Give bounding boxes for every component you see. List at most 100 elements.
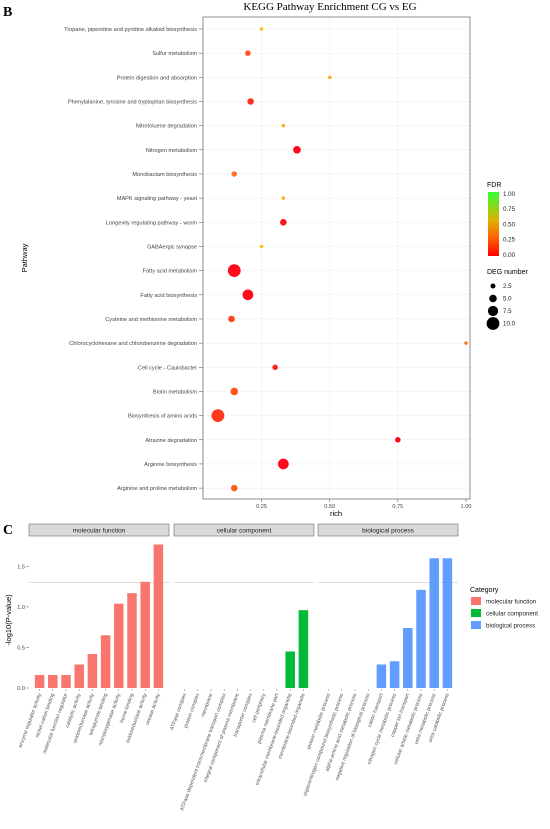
bar	[376, 664, 387, 688]
fdr-color-bar	[488, 192, 499, 256]
enrichment-points	[211, 27, 468, 492]
bar	[140, 581, 150, 688]
x-tick-label: 0.75	[392, 504, 403, 510]
pathway-label: Monobactam biosynthesis	[132, 172, 197, 178]
bar	[48, 675, 58, 688]
pathway-label: Tropane, piperidine and pyridine alkaloi…	[64, 27, 197, 33]
enrichment-point	[227, 264, 241, 278]
plot-panel-b	[202, 16, 471, 500]
bar	[153, 544, 164, 688]
fdr-tick-label: 0.25	[503, 237, 516, 244]
legend-label: molecular function	[486, 599, 537, 606]
bar	[285, 651, 295, 688]
size-legend-label: 10.0	[503, 321, 516, 328]
pathway-label: Biosynthesis of amino acids	[128, 414, 197, 420]
enrichment-point	[230, 484, 238, 492]
bar	[298, 610, 309, 688]
fdr-tick-label: 0.00	[503, 252, 516, 259]
pathway-label: Nitrogen metabolism	[146, 148, 198, 154]
fdr-tick-label: 1.00	[503, 191, 516, 198]
bar	[114, 603, 124, 688]
enrichment-point	[259, 27, 264, 31]
panel-b-letter: B	[3, 5, 12, 20]
category-label: enzyme regulator activity	[18, 692, 43, 748]
facet-panels: molecular function enzyme regulator activ…	[18, 523, 459, 812]
pathway-label: Protein digestion and absorption	[117, 75, 197, 81]
enrichment-point	[231, 171, 238, 177]
c-y-tick-label: 0.5	[17, 645, 25, 651]
c-y-axis-title: -log10(P-value)	[4, 594, 13, 646]
pathway-label: MAPK signaling pathway - yeast	[117, 196, 198, 202]
pathway-label: Arginine biosynthesis	[144, 462, 197, 468]
size-legend-label: 5.0	[503, 296, 512, 303]
size-legend-label: 7.5	[503, 308, 512, 315]
enrichment-point	[211, 409, 225, 423]
enrichment-point	[259, 244, 264, 249]
pathway-label: Longevity regulating pathway - worm	[106, 220, 197, 226]
c-y-tick-label: 0.0	[17, 686, 25, 692]
legend-label: cellular component	[486, 611, 538, 618]
enrichment-point	[277, 458, 289, 470]
pathway-label: Fatty acid metabolism	[143, 269, 198, 275]
pathway-label: Biotin metabolism	[153, 389, 197, 395]
enrichment-point	[272, 364, 278, 371]
c-y-tick-label: 1.5	[17, 564, 25, 570]
size-legend-dot	[486, 317, 500, 330]
pathway-label: Cysteine and methionine metabolism	[105, 317, 197, 323]
bar	[100, 635, 111, 688]
enrichment-point	[230, 387, 239, 396]
facet-label: molecular function	[73, 528, 126, 535]
y-axis-title: Pathway	[20, 243, 29, 272]
size-legend-dot	[490, 283, 496, 289]
facet-label: cellular component	[217, 528, 272, 535]
x-tick-label: 1.00	[461, 504, 472, 510]
bar	[389, 661, 400, 688]
category-legend-title: Category	[470, 587, 499, 594]
pathway-label: Arginine and proline metabolism	[117, 486, 197, 492]
x-axis-title: rich	[330, 509, 342, 518]
legend-swatch	[471, 597, 481, 605]
enrichment-point	[464, 341, 468, 345]
pathway-label: Chlorocyclohexane and chlorobenzene degr…	[69, 341, 197, 347]
fdr-tick-label: 0.75	[503, 206, 516, 213]
pathway-label: Sulfur metabolism	[152, 51, 197, 57]
bar	[127, 593, 137, 688]
x-tick-labels: 0.25 0.50 0.75 1.00	[256, 499, 471, 510]
bar	[403, 628, 413, 688]
c-y-ticks: 0.0 0.5 1.0 1.5	[17, 564, 29, 692]
chart-title: KEGG Pathway Enrichment CG vs EG	[243, 1, 416, 13]
pathway-label: GABAergic synapse	[147, 244, 197, 250]
bar	[429, 558, 439, 688]
bar	[416, 589, 426, 688]
pathway-label: Nitrotoluene degradation	[136, 124, 197, 130]
grid-b	[203, 17, 470, 499]
enrichment-point	[281, 196, 286, 200]
facet-strip	[28, 523, 170, 537]
facet-strip	[173, 523, 315, 537]
pathway-label: Phenylalanine, tyrosine and tryptophan b…	[68, 99, 197, 105]
fdr-tick-label: 0.50	[503, 221, 516, 228]
pathway-label: Cell cycle - Caulobacter	[138, 365, 197, 371]
x-tick-label: 0.25	[256, 504, 267, 510]
bar	[74, 664, 84, 688]
enrichment-point	[247, 98, 254, 105]
enrichment-point	[242, 289, 254, 301]
fdr-legend-title: FDR	[487, 182, 501, 189]
enrichment-point	[395, 437, 401, 443]
size-legend: 2.5 5.0 7.5 10.0	[486, 283, 516, 330]
size-legend-dot	[489, 294, 497, 303]
size-legend-label: 2.5	[503, 283, 512, 290]
facet-label: biological process	[362, 528, 414, 535]
fdr-legend-ticks: 1.00 0.75 0.50 0.25 0.00	[503, 191, 516, 259]
enrichment-point	[245, 50, 251, 56]
bar	[61, 675, 71, 688]
c-y-tick-label: 1.0	[17, 605, 25, 611]
bar	[34, 675, 45, 688]
pathway-label: Fatty acid biosynthesis	[140, 293, 197, 299]
size-legend-dot	[487, 305, 499, 317]
legend-swatch	[471, 621, 481, 629]
enrichment-point	[327, 75, 332, 80]
legend-swatch	[471, 609, 481, 617]
legend-label: biological process	[486, 623, 535, 630]
